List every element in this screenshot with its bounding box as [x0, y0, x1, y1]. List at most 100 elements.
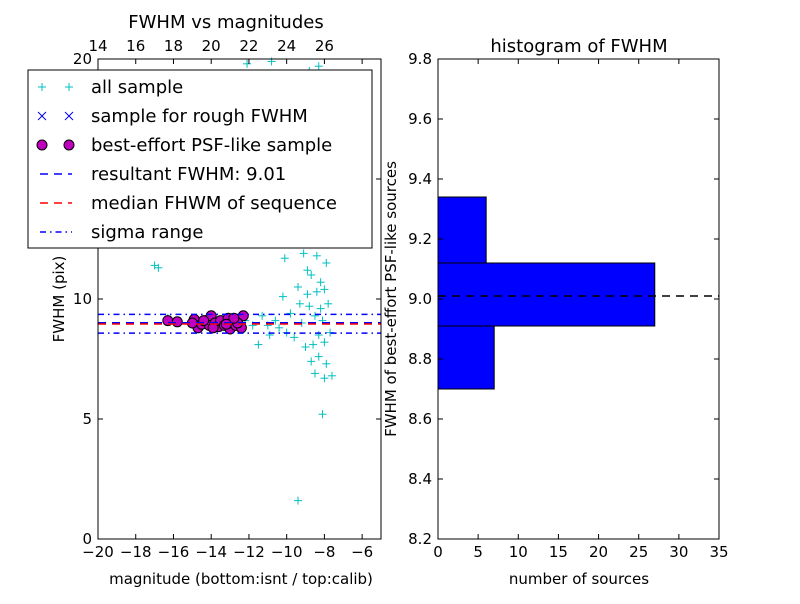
left-chart: FWHM vs magnitudes −20 −18 −16 −14 −12 −10 −8−…	[27, 12, 382, 588]
sample-point-18	[278, 292, 287, 301]
left-top-tick-label: 26	[315, 37, 334, 55]
sample-point-17	[275, 323, 284, 332]
left-legend: all sample sample for rough FWHM best-effo…	[27, 69, 373, 249]
legend-label: best-effort PSF-like sample	[91, 135, 332, 156]
legend-item-4: median FHWM of sequence	[40, 193, 337, 214]
sample-point-41	[318, 410, 327, 419]
sample-point-35	[316, 278, 325, 287]
right-y-tick-label: 8.8	[408, 350, 432, 368]
left-top-tick-label: 16	[126, 37, 145, 55]
legend-item-3: resultant FWHM: 9.01	[40, 164, 286, 185]
legend-box	[27, 69, 373, 249]
legend-label: sample for rough FWHM	[91, 106, 308, 127]
right-y-tick-label: 9.8	[408, 50, 432, 68]
sample-point-38	[320, 374, 329, 383]
sample-point-22	[293, 283, 302, 291]
legend-marker-b	[65, 83, 73, 91]
sample-point-59	[320, 285, 329, 294]
series-best-effort-PSF-like-sample	[162, 310, 249, 335]
right-y-tick-label: 9.0	[408, 290, 432, 308]
right-x-tick-label: 15	[549, 543, 568, 561]
psf-point-1	[171, 316, 183, 328]
left-y-tick-label: 0	[82, 530, 92, 548]
right-plot-area: 0 5 10 15 20 25 30 35 8.2 8.4 8.6 8.8 9.0 9.2 9.4 9.6 9.…	[408, 50, 728, 561]
sample-point-47	[307, 271, 316, 279]
left-y-tick-label: 20	[73, 50, 92, 68]
right-y-tick-label: 8.4	[408, 470, 432, 488]
sample-point-21	[290, 333, 299, 342]
left-x-tick-label: −10	[271, 543, 303, 561]
legend-label: all sample	[91, 77, 183, 98]
legend-marker-b	[64, 111, 74, 121]
sample-point-26	[303, 266, 312, 275]
legend-label: median FHWM of sequence	[91, 193, 337, 214]
right-y-tick-label: 9.2	[408, 230, 432, 248]
sample-point-39	[322, 259, 331, 267]
right-chart: histogram of FWHM 0 5 10 15 20 25 30 35 8.2 8.4 8.…	[382, 36, 729, 588]
left-top-tick-label: 22	[239, 37, 258, 55]
left-y-tick-label: 5	[82, 410, 92, 428]
sample-point-55	[314, 62, 323, 71]
right-x-axis-label: number of sources	[509, 570, 649, 588]
sample-point-52	[280, 254, 289, 263]
right-chart-title: histogram of FWHM	[490, 36, 667, 57]
right-y-tick-label: 8.6	[408, 410, 432, 428]
right-x-tick-label: 0	[433, 543, 443, 561]
sample-point-48	[312, 287, 321, 296]
psf-point-22	[228, 312, 240, 324]
left-x-tick-label: −8	[313, 543, 335, 561]
legend-item-1: sample for rough FWHM	[37, 106, 308, 127]
left-y-axis-label: FWHM (pix)	[50, 256, 68, 343]
sample-point-20	[286, 309, 295, 318]
left-top-tick-label: 14	[88, 37, 107, 55]
sample-point-50	[309, 340, 318, 349]
left-top-tick-label: 20	[202, 37, 221, 55]
sample-point-33	[314, 331, 323, 339]
right-y-tick-label: 9.4	[408, 170, 432, 188]
left-x-axis-label: magnitude (bottom:isnt / top:calib)	[109, 570, 373, 588]
left-x-tick-label: −12	[233, 543, 265, 561]
legend-marker-a	[36, 139, 48, 151]
sample-point-28	[307, 357, 316, 366]
sample-point-42	[324, 299, 333, 308]
sample-point-16	[271, 316, 280, 325]
sample-point-44	[327, 371, 336, 380]
sample-point-49	[316, 304, 325, 313]
sample-point-13	[258, 311, 267, 320]
sample-point-31	[310, 369, 319, 378]
sample-point-51	[295, 299, 304, 308]
left-chart-title: FWHM vs magnitudes	[128, 12, 323, 33]
sample-point-23	[293, 496, 302, 505]
legend-marker-a-b	[37, 111, 47, 121]
legend-label: resultant FWHM: 9.01	[91, 164, 286, 185]
legend-marker-b-b	[64, 111, 74, 121]
legend-label: sigma range	[91, 222, 203, 243]
left-x-tick-label: −20	[82, 543, 114, 561]
left-x-tick-label: −14	[195, 543, 227, 561]
right-x-tick-label: 20	[589, 543, 608, 561]
right-x-tick-label: 30	[669, 543, 688, 561]
left-y-tick-label: 10	[73, 290, 92, 308]
legend-item-5: sigma range	[40, 222, 203, 243]
left-x-tick-label: −18	[120, 543, 152, 561]
legend-marker-a	[38, 83, 46, 91]
left-top-tick-label: 24	[277, 37, 296, 55]
sample-point-57	[243, 59, 252, 68]
sample-point-15	[265, 331, 274, 339]
histogram-bar-0	[437, 325, 495, 390]
sample-point-46	[303, 290, 312, 299]
right-x-tick-label: 10	[509, 543, 528, 561]
histogram-bar-1	[437, 262, 656, 327]
sample-point-45	[299, 249, 308, 258]
right-y-axis-label: FWHM of best-effort PSF-like sources	[382, 161, 400, 437]
right-x-tick-label: 5	[473, 543, 483, 561]
legend-item-2: best-effort PSF-like sample	[36, 135, 332, 156]
right-y-tick-label: 9.6	[408, 110, 432, 128]
right-x-tick-label: 35	[709, 543, 728, 561]
sample-point-30	[310, 311, 319, 320]
left-top-tick-label: 18	[164, 37, 183, 55]
left-x-tick-label: −6	[351, 543, 373, 561]
sample-point-40	[322, 359, 331, 368]
histogram-bar-2	[437, 196, 487, 264]
